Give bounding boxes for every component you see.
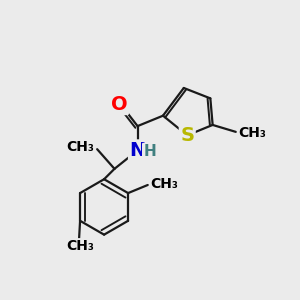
Text: CH₃: CH₃ — [66, 239, 94, 253]
Text: CH₃: CH₃ — [238, 126, 266, 140]
Text: N: N — [130, 141, 146, 160]
Text: CH₃: CH₃ — [67, 140, 94, 154]
Text: CH₃: CH₃ — [151, 177, 178, 191]
Text: H: H — [143, 144, 156, 159]
Text: O: O — [111, 94, 128, 114]
Text: S: S — [180, 126, 194, 145]
